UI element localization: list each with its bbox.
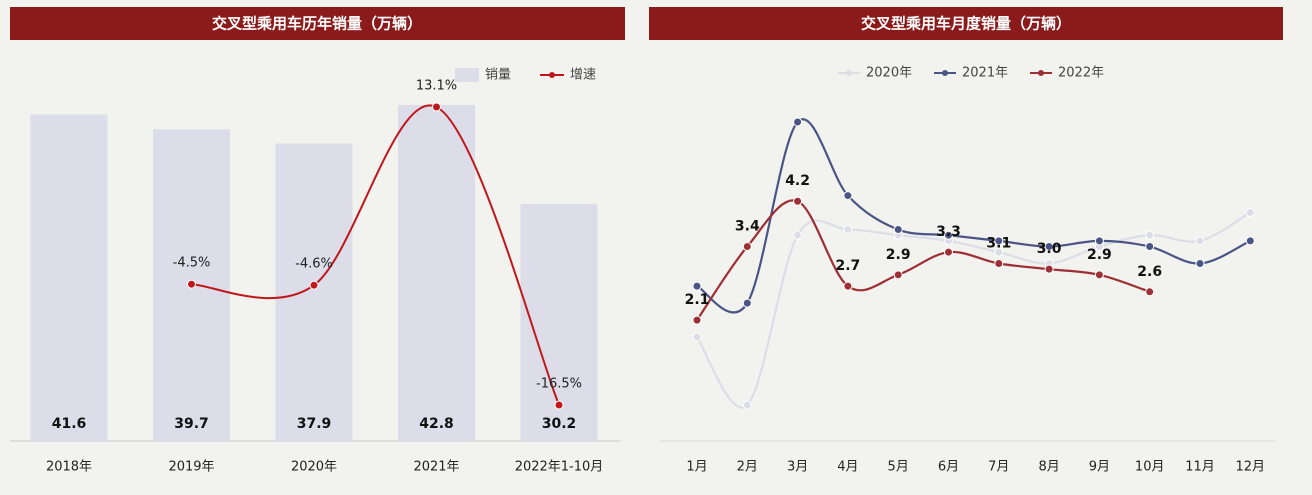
point [1094, 270, 1104, 280]
point [742, 242, 752, 252]
legend-swatch [846, 70, 852, 76]
x-tick-label: 2021年 [413, 460, 459, 475]
data-label: 13.1% [416, 79, 457, 94]
point [742, 298, 752, 308]
x-tick-label: 8月 [1038, 460, 1059, 475]
data-label: 2.6 [1137, 264, 1162, 280]
legend-label: 2020年 [866, 66, 912, 81]
point [692, 281, 702, 291]
point [742, 400, 752, 410]
x-tick-label: 6月 [938, 460, 959, 475]
x-tick-label: 2月 [737, 460, 758, 475]
chart-title: 交叉型乘用车历年销量（万辆） [212, 15, 422, 33]
bar [398, 105, 475, 441]
data-label: 3.0 [1037, 241, 1062, 257]
x-tick-label: 5月 [888, 460, 909, 475]
point [843, 281, 853, 291]
series-line [696, 199, 1151, 321]
data-label: 2.1 [685, 292, 710, 308]
point [793, 230, 803, 240]
point [187, 279, 196, 289]
x-tick-label: 2022年1-10月 [515, 460, 604, 475]
point [893, 225, 903, 235]
bar [275, 143, 353, 441]
point [793, 117, 803, 127]
x-tick-label: 2018年 [46, 460, 92, 475]
data-label: 4.2 [785, 173, 810, 189]
x-tick-label: 9月 [1089, 460, 1110, 475]
point [1094, 236, 1104, 246]
legend-label: 2022年 [1058, 66, 1104, 81]
legend-swatch [942, 70, 948, 76]
x-tick-label: 10月 [1135, 460, 1165, 475]
data-label: 2.9 [1087, 247, 1112, 263]
point [692, 315, 702, 325]
point [994, 236, 1004, 246]
point [1145, 287, 1155, 297]
bar-label: 41.6 [52, 416, 87, 432]
data-label: 3.4 [735, 219, 760, 235]
point [793, 196, 803, 206]
bar-label: 39.7 [174, 416, 209, 432]
bar-label: 37.9 [297, 416, 332, 432]
point [843, 225, 853, 235]
data-label: 2.7 [835, 258, 860, 274]
x-tick-label: 3月 [787, 460, 808, 475]
point [1195, 259, 1205, 268]
point [1145, 230, 1155, 240]
point [432, 102, 441, 112]
legend-label: 增速 [570, 68, 596, 83]
x-tick-label: 11月 [1185, 460, 1215, 475]
series-line [696, 211, 1251, 409]
point [944, 247, 953, 257]
point [944, 230, 953, 240]
point [554, 400, 564, 410]
x-tick-label: 1月 [686, 460, 707, 475]
point [1145, 242, 1155, 252]
point [893, 270, 903, 280]
data-label: -16.5% [536, 377, 582, 392]
data-label: -4.5% [173, 256, 211, 271]
data-label: 2.9 [886, 247, 911, 263]
series-line [191, 104, 560, 406]
point [1245, 208, 1255, 218]
point [692, 332, 702, 342]
title-bar [649, 7, 1283, 40]
point [1044, 242, 1054, 252]
point [1245, 236, 1255, 246]
point [1044, 264, 1054, 274]
x-tick-label: 12月 [1236, 460, 1266, 475]
x-tick-label: 2020年 [291, 460, 337, 475]
legend-label: 销量 [485, 68, 511, 83]
bar [30, 114, 108, 441]
legend-swatch [1038, 70, 1044, 76]
point [843, 191, 853, 201]
data-label: -4.6% [295, 257, 333, 272]
legend-label: 2021年 [962, 66, 1008, 81]
data-label: 3.1 [986, 236, 1011, 252]
x-tick-label: 2019年 [168, 460, 214, 475]
point [994, 259, 1004, 268]
series-line [696, 118, 1251, 314]
point [309, 280, 319, 290]
title-bar [10, 7, 625, 40]
bar-label: 30.2 [542, 416, 577, 432]
legend-swatch [455, 68, 479, 82]
point [994, 247, 1004, 257]
legend-swatch [549, 72, 555, 78]
chart-title: 交叉型乘用车月度销量（万辆） [861, 15, 1071, 33]
point [1195, 236, 1205, 246]
bar-label: 42.8 [419, 416, 454, 432]
x-tick-label: 4月 [837, 460, 858, 475]
data-label: 3.3 [936, 224, 961, 240]
x-tick-label: 7月 [988, 460, 1009, 475]
